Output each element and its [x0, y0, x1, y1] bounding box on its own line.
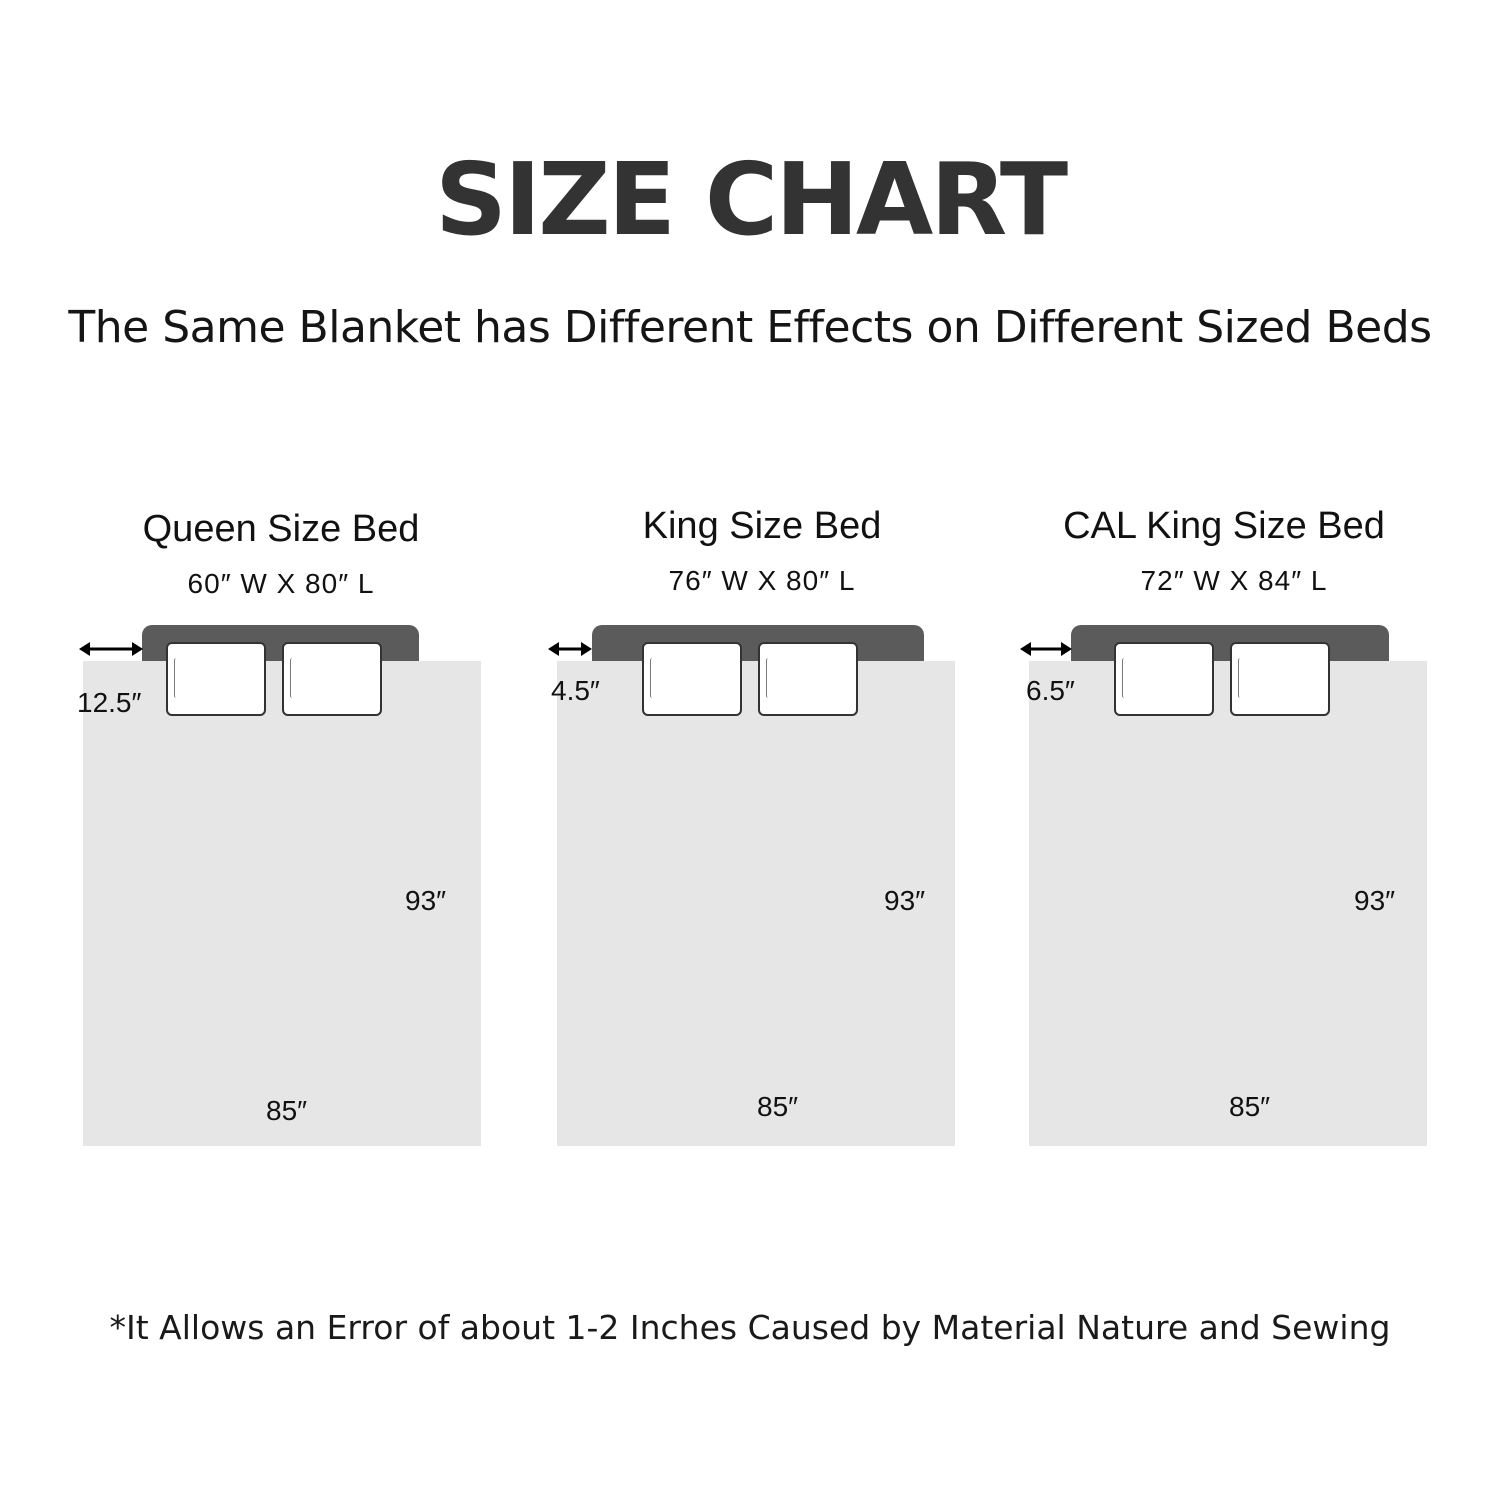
king-bed-name: King Size Bed	[642, 505, 882, 547]
king-overhang-arrow-icon	[548, 642, 592, 656]
cal-king-blanket-width: 85″	[1229, 1091, 1271, 1122]
page-subtitle: The Same Blanket has Different Effects o…	[68, 302, 1432, 353]
queen-blanket	[83, 661, 481, 1146]
cal-king-overhang-arrow-icon	[1020, 642, 1072, 656]
king-overhang-label: 4.5″	[551, 675, 600, 706]
cal-king-blanket-length: 93″	[1354, 885, 1396, 916]
cal-king-pillow-right	[1230, 642, 1330, 716]
king-blanket-width: 85″	[757, 1091, 799, 1122]
king-pillow-right	[758, 642, 858, 716]
queen-blanket-length: 93″	[405, 885, 447, 916]
page-title: SIZE CHART	[434, 141, 1068, 258]
cal-king-overhang-label: 6.5″	[1026, 675, 1075, 706]
footnote: *It Allows an Error of about 1-2 Inches …	[109, 1308, 1391, 1347]
queen-overhang-label: 12.5″	[77, 687, 142, 718]
king-bed-dimensions: 76″ W X 80″ L	[668, 565, 856, 596]
cal-king-blanket	[1029, 661, 1427, 1146]
king-blanket	[557, 661, 955, 1146]
queen-bed-name: Queen Size Bed	[142, 508, 420, 550]
queen-bed-dimensions: 60″ W X 80″ L	[187, 568, 375, 599]
queen-overhang-arrow-icon	[79, 642, 143, 656]
king-blanket-length: 93″	[884, 885, 926, 916]
cal-king-pillow-left	[1114, 642, 1214, 716]
queen-pillow-left	[166, 642, 266, 716]
king-pillow-left	[642, 642, 742, 716]
queen-pillow-right	[282, 642, 382, 716]
queen-blanket-width: 85″	[266, 1095, 308, 1126]
cal-king-bed-dimensions: 72″ W X 84″ L	[1140, 565, 1328, 596]
cal-king-bed-name: CAL King Size Bed	[1063, 505, 1385, 547]
